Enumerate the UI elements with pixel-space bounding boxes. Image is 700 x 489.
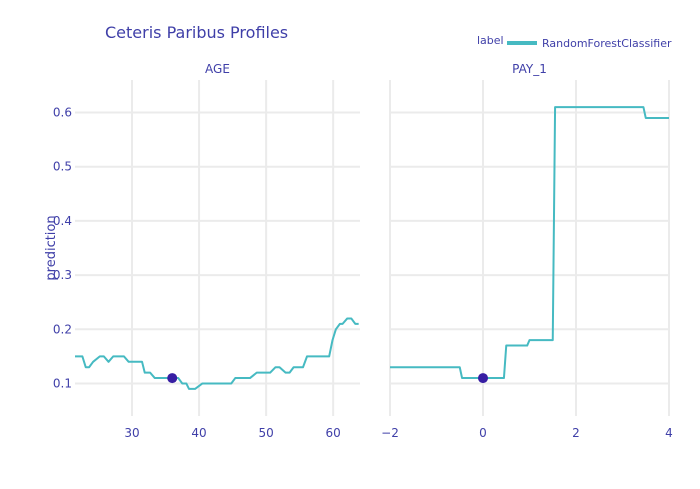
- profile-line: [75, 317, 359, 390]
- x-tick-label: 50: [258, 426, 273, 440]
- panel-pay_1: PAY_1 −2 0 2 4: [381, 62, 673, 440]
- x-tick-label: 30: [124, 426, 139, 440]
- x-tick-label: −2: [381, 426, 399, 440]
- y-tick-label: 0.3: [53, 268, 72, 282]
- x-tick-label: 60: [326, 426, 341, 440]
- panels-layer: AGE 0.1 0.2 0.3 0.4 0.5 0.6 30 40 50 60 PAY_1 −2 0 2 4: [53, 62, 673, 440]
- y-tick-label: 0.6: [53, 106, 72, 120]
- observation-point: [478, 373, 488, 384]
- x-tick-label: 2: [572, 426, 580, 440]
- chart-title: Ceteris Paribus Profiles: [105, 23, 288, 42]
- y-tick-label: 0.5: [53, 160, 72, 174]
- x-tick-label: 0: [479, 426, 487, 440]
- legend-label-randomforest: RandomForestClassifier: [542, 37, 672, 50]
- y-tick-label: 0.2: [53, 322, 72, 336]
- observation-point: [167, 373, 178, 384]
- facet-label: AGE: [205, 62, 230, 76]
- panel-age: AGE 0.1 0.2 0.3 0.4 0.5 0.6 30 40 50 60: [53, 62, 360, 440]
- y-tick-label: 0.4: [53, 214, 72, 228]
- x-tick-label: 4: [665, 426, 673, 440]
- facet-label: PAY_1: [512, 62, 547, 76]
- legend[interactable]: label RandomForestClassifier: [477, 34, 672, 50]
- legend-title: label: [477, 34, 504, 47]
- y-tick-label: 0.1: [53, 376, 72, 390]
- y-axis-title: prediction: [44, 215, 59, 280]
- x-tick-label: 40: [191, 426, 206, 440]
- profile-line: [390, 106, 669, 380]
